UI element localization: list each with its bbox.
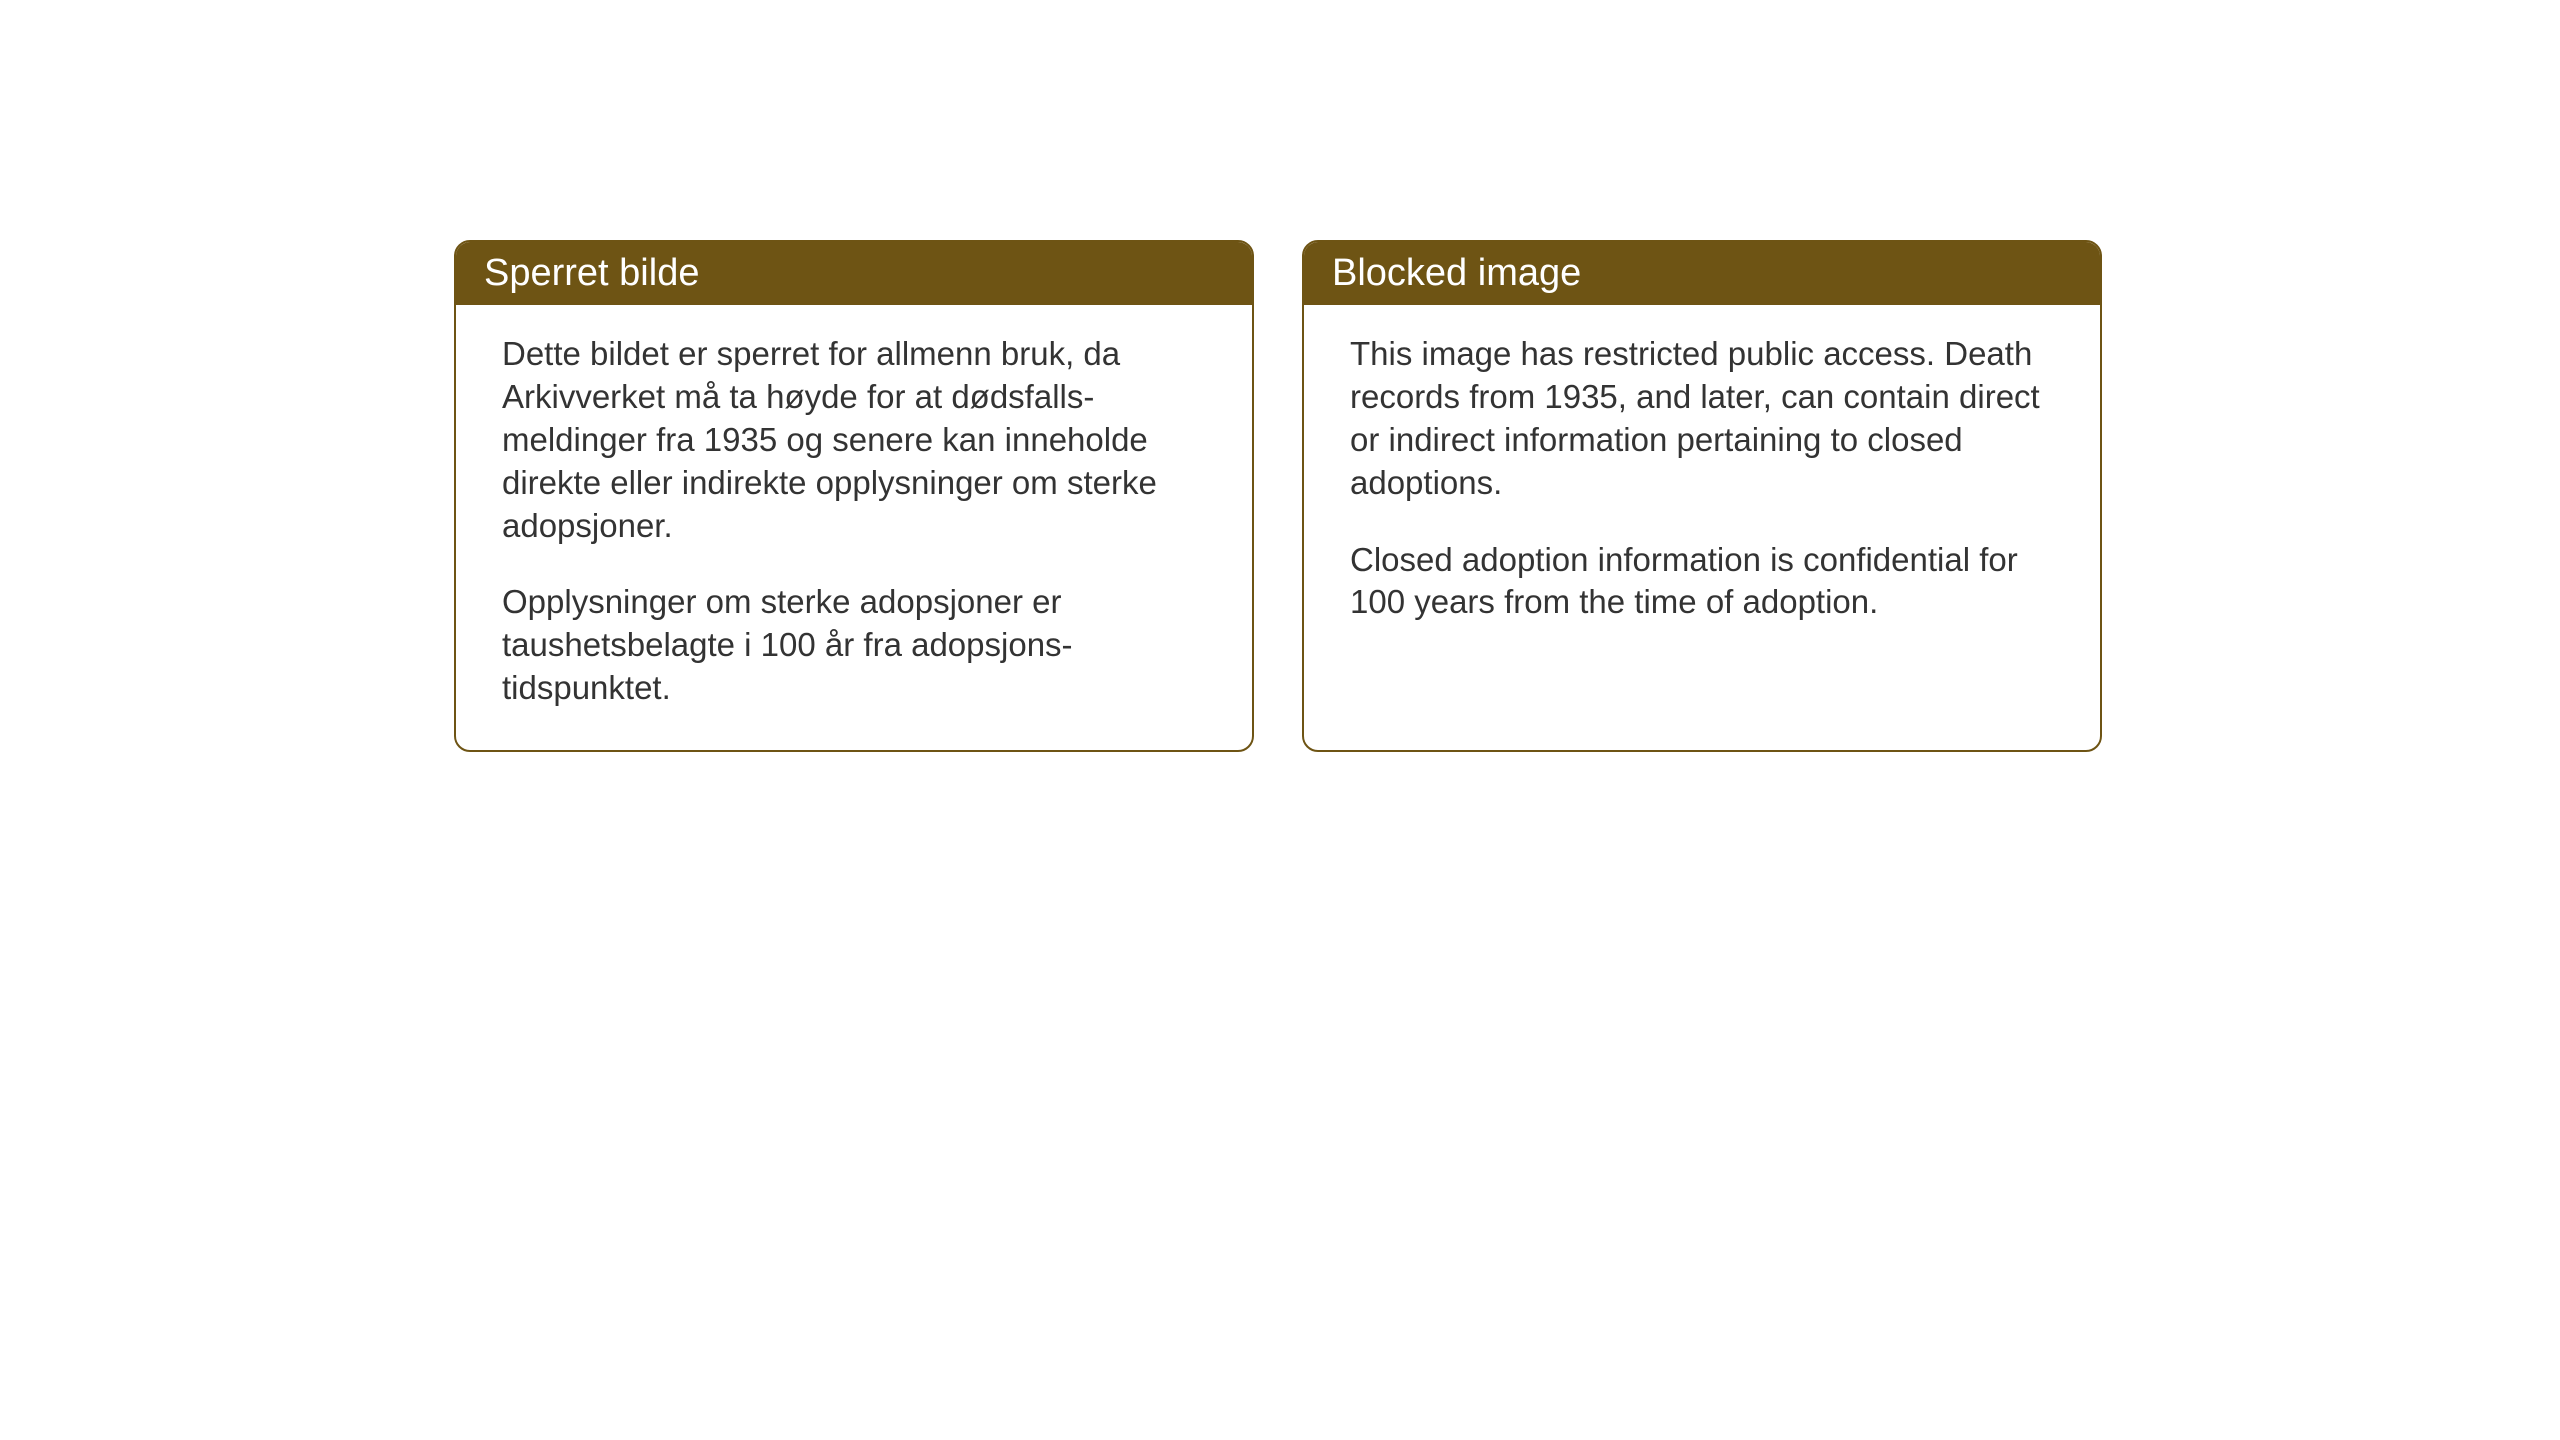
card-norwegian-paragraph-1: Dette bildet er sperret for allmenn bruk… [502,333,1206,547]
card-english-title: Blocked image [1332,252,1581,294]
card-norwegian-body: Dette bildet er sperret for allmenn bruk… [456,305,1252,750]
card-english-paragraph-1: This image has restricted public access.… [1350,333,2054,505]
card-norwegian-title: Sperret bilde [484,252,699,294]
card-english-header: Blocked image [1304,242,2100,305]
card-english: Blocked image This image has restricted … [1302,240,2102,752]
card-english-body: This image has restricted public access.… [1304,305,2100,715]
card-norwegian-paragraph-2: Opplysninger om sterke adopsjoner er tau… [502,581,1206,710]
card-norwegian: Sperret bilde Dette bildet er sperret fo… [454,240,1254,752]
card-english-paragraph-2: Closed adoption information is confident… [1350,539,2054,625]
card-norwegian-header: Sperret bilde [456,242,1252,305]
cards-container: Sperret bilde Dette bildet er sperret fo… [454,240,2102,752]
